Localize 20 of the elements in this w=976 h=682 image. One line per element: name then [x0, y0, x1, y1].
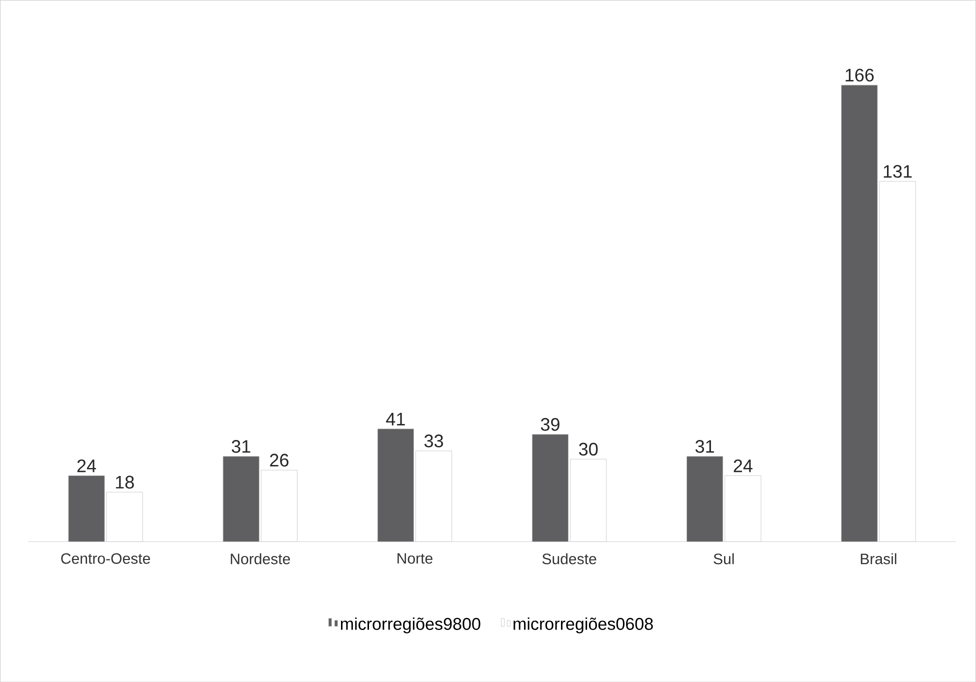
data-label: 41 — [386, 412, 405, 426]
x-tick-label: Sul — [714, 553, 734, 564]
data-label: 33 — [424, 434, 444, 448]
x-tick-label: Sudeste — [542, 553, 596, 564]
data-label: 30 — [579, 442, 598, 456]
x-tick-label: Centro-Oeste — [61, 553, 150, 564]
data-label: 39 — [540, 418, 560, 431]
x-tick-label: Nordeste — [230, 553, 290, 564]
data-label: 24 — [77, 459, 96, 472]
x-tick-label: Norte — [398, 553, 432, 564]
x-tick-label: Brasil — [860, 553, 896, 564]
data-label: 24 — [734, 459, 752, 472]
data-label: 31 — [232, 440, 250, 453]
data-label: 18 — [116, 476, 134, 488]
data-label: 31 — [695, 440, 714, 453]
data-label: 26 — [270, 454, 288, 466]
data-label: 131 — [884, 164, 912, 178]
legend-label: microrregiões0608 — [514, 617, 653, 634]
data-label: 166 — [846, 68, 874, 82]
legend-label: microrregiões9800 — [340, 617, 480, 634]
